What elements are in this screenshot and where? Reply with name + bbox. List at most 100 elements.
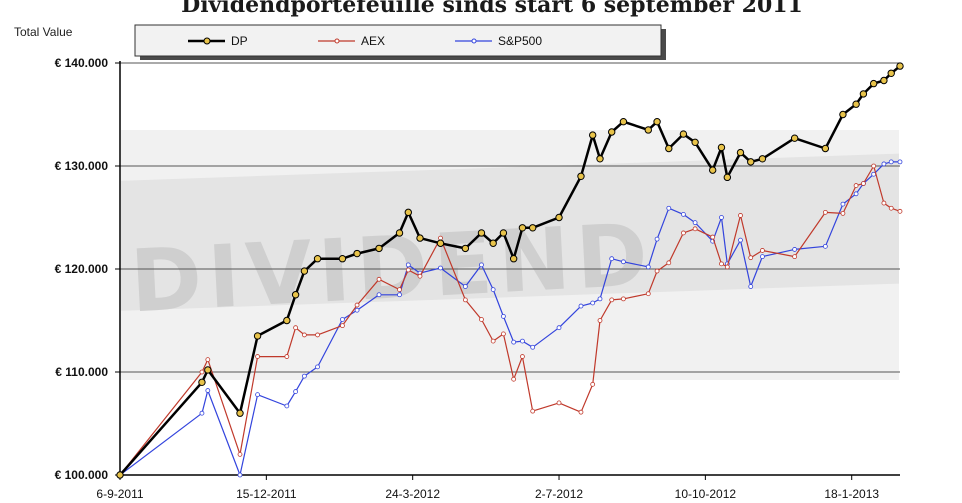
data-point-dp [375,244,383,253]
data-point-s-p500 [199,410,205,416]
data-point-dp [204,366,212,374]
data-point-s-p500 [520,338,525,344]
data-point-s-p500 [748,284,754,289]
data-point-dp [338,255,347,263]
data-point-aex [897,208,903,214]
dividend-watermark: DIVIDEND [121,130,899,380]
legend-label-dp: DP [231,34,248,48]
y-tick-label: € 130.000 [55,159,109,173]
data-point-s-p500 [897,159,903,165]
data-point-aex [792,254,798,260]
x-tick-label: 2-7-2012 [535,487,583,501]
data-point-aex [840,210,846,216]
data-point-aex [609,297,615,303]
chart-title: Dividendportefeuille sinds start 6 septe… [181,0,803,18]
data-point-dp [644,126,652,134]
data-point-aex [719,261,724,267]
data-point-s-p500 [822,243,828,249]
data-point-aex [511,376,517,382]
data-point-s-p500 [354,307,360,313]
data-point-aex [340,323,345,329]
data-point-s-p500 [376,292,382,298]
data-point-dp [477,229,486,237]
data-point-s-p500 [530,344,536,350]
data-point-dp [717,143,726,152]
data-point-dp [416,234,424,242]
data-point-aex [578,409,584,415]
data-point-aex [748,255,754,261]
y-tick-label: € 110.000 [55,365,108,379]
y-tick-label: € 100.000 [55,468,109,482]
data-point-dp [404,208,412,217]
data-point-dp [679,130,688,138]
data-point-s-p500 [556,325,562,331]
data-point-s-p500 [405,262,411,268]
legend-label-aex: AEX [361,34,385,48]
data-point-dp [198,378,206,386]
data-point-s-p500 [462,284,468,289]
data-point-aex [438,235,443,241]
data-point-aex [520,354,525,359]
data-point-s-p500 [666,205,672,211]
data-point-dp [528,224,537,232]
data-point-s-p500 [501,313,506,319]
data-point-s-p500 [609,256,615,262]
data-point-dp [691,138,699,147]
data-point-s-p500 [490,287,496,293]
data-point-aex [397,287,402,293]
data-point-dp [577,172,585,181]
data-point-dp [790,134,799,142]
data-point-dp [518,224,527,232]
watermark-strip [121,153,899,311]
y-axis-label: Total Value [14,25,73,39]
data-point-aex [376,276,382,282]
data-point-s-p500 [284,403,290,409]
x-tick-label: 24-3-2012 [385,487,440,501]
x-tick-label: 18-1-2013 [824,487,879,501]
data-point-dp [353,249,361,258]
data-point-s-p500 [654,236,660,242]
data-point-dp [116,471,124,479]
data-point-s-p500 [511,339,517,345]
data-point-s-p500 [621,259,626,265]
data-point-aex [354,302,360,308]
data-point-dp [253,332,262,340]
data-point-aex [205,357,211,363]
data-point-aex [530,408,536,414]
data-point-aex [681,230,686,236]
data-point-aex [590,381,596,387]
x-tick-label: 15-12-2011 [236,487,297,501]
data-point-s-p500 [301,373,307,379]
data-point-aex [284,354,290,359]
data-point-dp [596,155,604,163]
legend-marker-dp [203,37,211,45]
data-point-dp [736,148,745,157]
data-point-dp [588,131,597,139]
data-point-aex [710,234,716,240]
data-point-dp [283,316,291,325]
data-point-aex [861,181,866,186]
data-point-s-p500 [590,300,596,306]
data-point-dp [461,244,470,253]
data-point-aex [888,205,894,211]
data-point-dp [489,239,497,247]
data-point-dp [555,213,563,222]
data-point-aex [556,400,562,406]
data-point-aex [853,183,859,188]
legend-marker-aex [334,38,340,44]
data-point-aex [822,209,828,215]
data-point-s-p500 [205,388,211,393]
data-point-s-p500 [681,212,686,217]
data-point-dp [859,90,868,98]
data-point-s-p500 [315,364,320,370]
x-tick-label: 10-10-2012 [675,487,737,501]
data-point-aex [501,331,506,337]
data-point-aex [871,163,877,169]
data-point-dp [395,229,404,237]
data-point-s-p500 [792,247,798,252]
data-point-aex [405,267,411,273]
data-point-aex [621,296,626,302]
data-point-dp [436,239,445,247]
data-point-s-p500 [397,292,402,298]
data-point-s-p500 [578,303,584,309]
